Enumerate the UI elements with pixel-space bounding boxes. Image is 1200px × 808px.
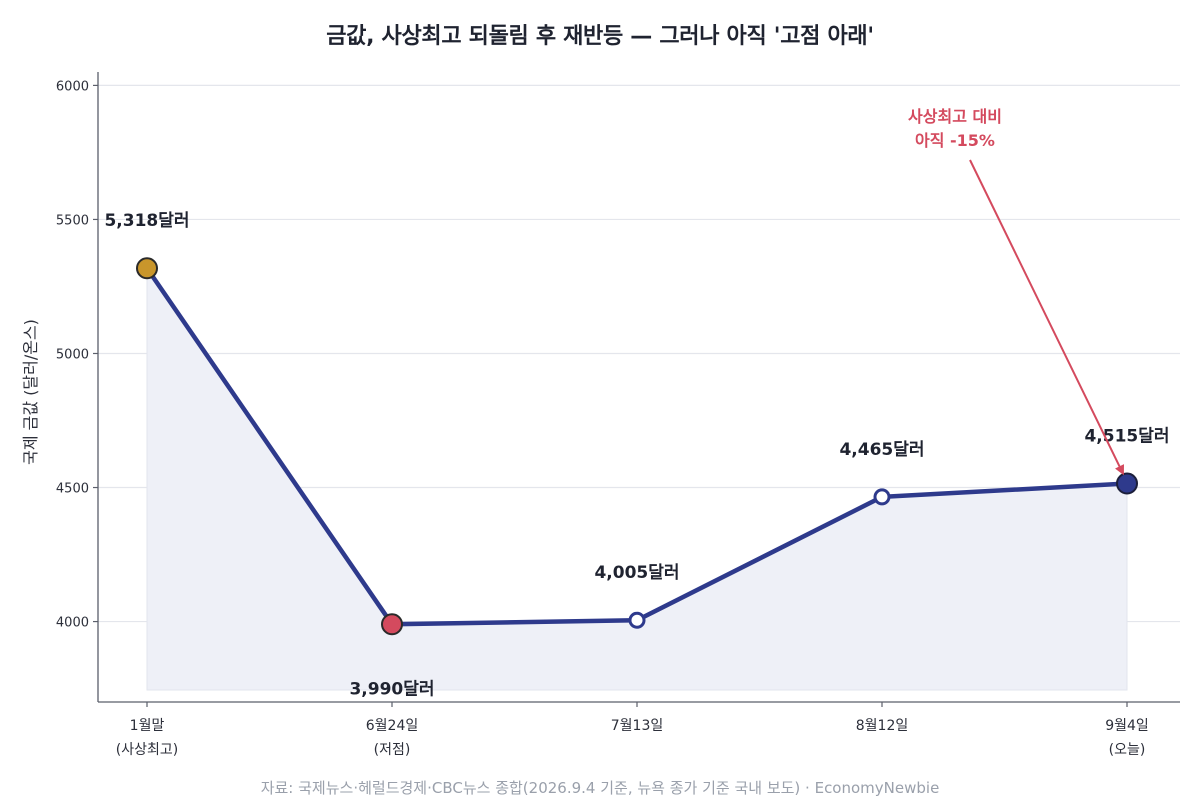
data-point — [1116, 472, 1138, 495]
chart-source: 자료: 국제뉴스·헤럴드경제·CBC뉴스 종합(2026.9.4 기준, 뉴욕 … — [260, 779, 940, 797]
y-axis-label: 국제 금값 (달러/온스) — [21, 319, 40, 465]
x-tick-label: (저점) — [374, 742, 411, 758]
x-tick-label: (오늘) — [1109, 742, 1146, 758]
y-tick-label: 5000 — [56, 347, 89, 362]
data-point — [873, 488, 891, 506]
data-point — [381, 613, 403, 636]
data-label: 4,465달러 — [839, 439, 924, 460]
annotation-text: 아직 -15% — [915, 131, 995, 150]
y-tick-label: 6000 — [56, 79, 89, 94]
data-label: 4,515달러 — [1084, 426, 1169, 447]
x-tick-label: 1월말 — [130, 718, 165, 734]
chart-title: 금값, 사상최고 되돌림 후 재반등 — 그러나 아직 '고점 아래' — [326, 24, 874, 49]
data-point — [628, 611, 646, 629]
x-tick-label: 8월12일 — [856, 718, 908, 734]
x-tick-label: 9월4일 — [1105, 718, 1149, 734]
annotation-arrow — [969, 159, 1124, 476]
x-tick-label: 7월13일 — [611, 718, 663, 734]
y-tick-label: 5500 — [56, 213, 89, 228]
annotation-text: 사상최고 대비 — [908, 107, 1002, 126]
data-label: 3,990달러 — [349, 678, 434, 699]
y-tick-label: 4000 — [56, 616, 89, 631]
data-label: 4,005달러 — [594, 562, 679, 583]
x-tick-label: (사상최고) — [116, 742, 178, 758]
data-point — [136, 257, 158, 280]
y-tick-label: 4500 — [56, 482, 89, 497]
x-tick-label: 6월24일 — [366, 718, 418, 734]
data-label: 5,318달러 — [104, 210, 189, 231]
